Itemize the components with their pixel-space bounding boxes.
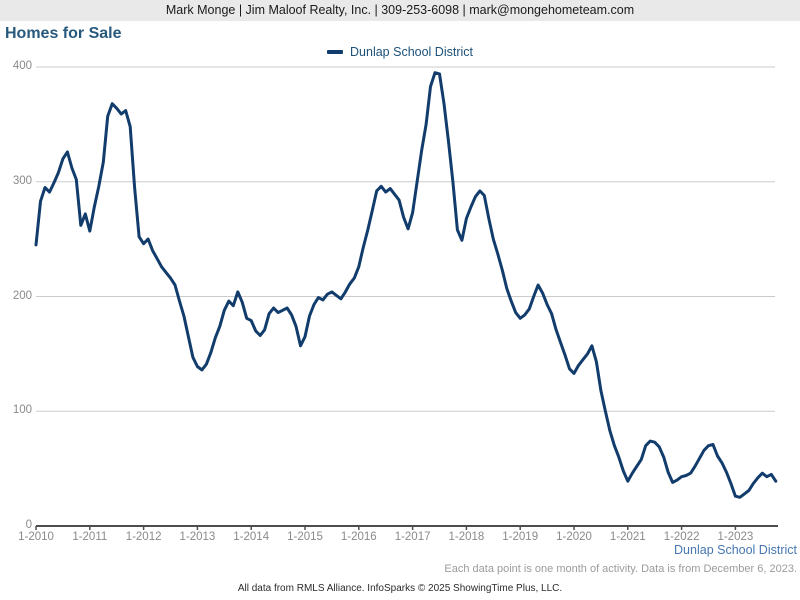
legend-line-swatch-icon — [327, 50, 344, 54]
page-title: Homes for Sale — [5, 25, 122, 42]
axis-ticks — [35, 526, 737, 530]
y-tick-label: 200 — [12, 289, 32, 302]
x-tick-label: 1-2015 — [287, 531, 323, 543]
footer-series-label: Dunlap School District — [674, 543, 797, 557]
x-tick-label: 1-2012 — [125, 531, 162, 543]
series-line — [34, 71, 778, 499]
y-tick-label: 100 — [12, 404, 32, 416]
x-tick-label: 1-2013 — [179, 531, 216, 543]
x-tick-label: 1-2023 — [717, 531, 754, 543]
gridlines — [36, 66, 778, 527]
chart-legend: Dunlap School District — [0, 45, 800, 59]
x-tick-label: 1-2017 — [394, 531, 431, 543]
footer-note: Each data point is one month of activity… — [444, 563, 797, 575]
y-tick-label: 400 — [12, 60, 32, 72]
x-tick-label: 1-2016 — [340, 531, 377, 543]
y-tick-label: 300 — [12, 174, 32, 187]
x-tick-label: 1-2022 — [663, 531, 700, 543]
contact-banner: Mark Monge | Jim Maloof Realty, Inc. | 3… — [0, 0, 800, 21]
x-tick-label: 1-2021 — [609, 531, 646, 543]
x-tick-label: 1-2014 — [233, 531, 270, 543]
y-tick-label: 0 — [25, 519, 32, 531]
x-tick-label: 1-2018 — [448, 531, 485, 543]
footer-attribution: All data from RMLS Alliance. InfoSparks … — [237, 583, 563, 594]
x-tick-label: 1-2019 — [502, 531, 539, 543]
x-tick-label: 1-2020 — [556, 531, 592, 543]
x-tick-label: 1-2011 — [72, 531, 108, 543]
legend-label: Dunlap School District — [350, 45, 473, 59]
x-tick-label: 1-2010 — [18, 531, 54, 543]
